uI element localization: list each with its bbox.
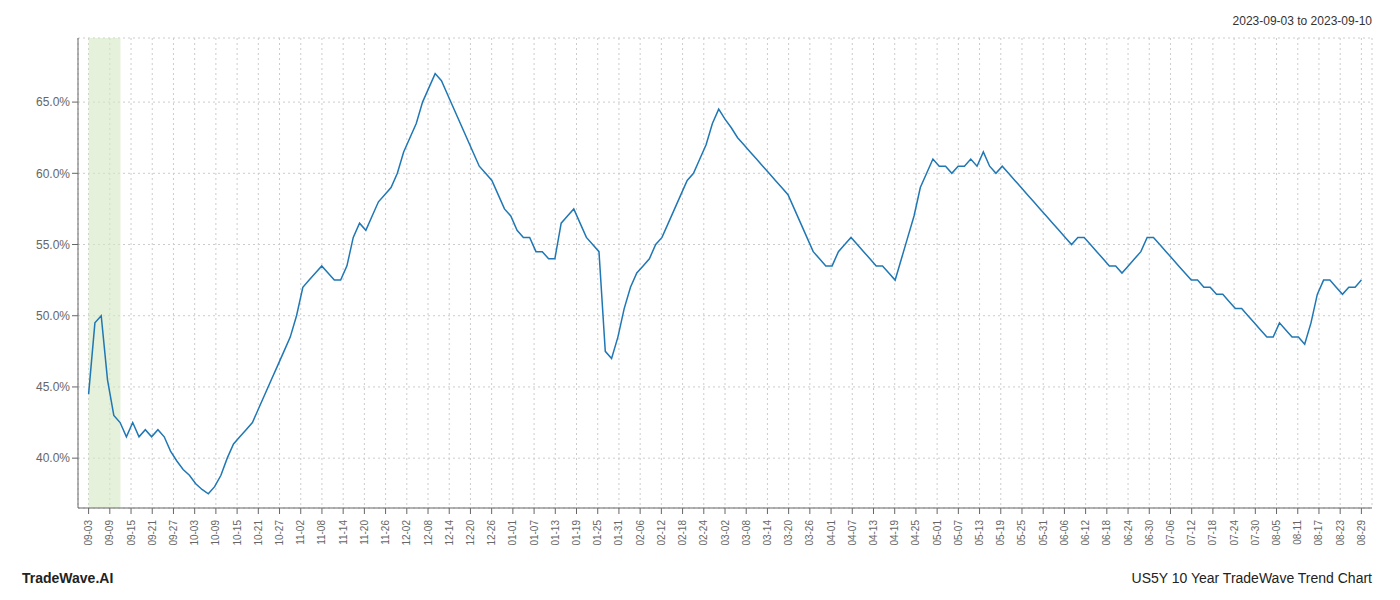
svg-text:07-18: 07-18 — [1207, 520, 1218, 546]
svg-text:04-01: 04-01 — [826, 520, 837, 546]
svg-text:11-02: 11-02 — [295, 520, 306, 545]
svg-text:12-08: 12-08 — [423, 520, 434, 546]
svg-text:08-11: 08-11 — [1292, 520, 1303, 545]
svg-text:06-18: 06-18 — [1101, 520, 1112, 546]
svg-text:05-13: 05-13 — [974, 520, 985, 546]
svg-text:04-07: 04-07 — [847, 520, 858, 546]
svg-text:03-02: 03-02 — [720, 520, 731, 546]
svg-text:07-06: 07-06 — [1165, 520, 1176, 546]
svg-text:05-31: 05-31 — [1038, 520, 1049, 546]
svg-text:40.0%: 40.0% — [36, 451, 70, 465]
svg-text:09-03: 09-03 — [83, 520, 94, 546]
svg-text:10-15: 10-15 — [232, 520, 243, 546]
svg-text:01-07: 01-07 — [529, 520, 540, 546]
svg-text:06-06: 06-06 — [1059, 520, 1070, 546]
svg-text:01-31: 01-31 — [613, 520, 624, 546]
svg-text:05-07: 05-07 — [953, 520, 964, 546]
svg-text:04-25: 04-25 — [910, 520, 921, 546]
svg-text:08-17: 08-17 — [1313, 520, 1324, 546]
svg-text:04-19: 04-19 — [889, 520, 900, 546]
svg-text:10-03: 10-03 — [189, 520, 200, 546]
svg-text:12-14: 12-14 — [444, 520, 455, 546]
svg-text:02-12: 02-12 — [656, 520, 667, 546]
svg-text:08-05: 08-05 — [1271, 520, 1282, 546]
svg-text:03-20: 03-20 — [783, 520, 794, 546]
svg-text:12-26: 12-26 — [486, 520, 497, 546]
svg-text:60.0%: 60.0% — [36, 167, 70, 181]
svg-text:09-09: 09-09 — [104, 520, 115, 546]
svg-text:55.0%: 55.0% — [36, 238, 70, 252]
svg-text:02-24: 02-24 — [698, 520, 709, 546]
svg-text:12-20: 12-20 — [465, 520, 476, 546]
svg-text:10-09: 10-09 — [210, 520, 221, 546]
svg-text:01-19: 01-19 — [571, 520, 582, 546]
svg-text:09-15: 09-15 — [126, 520, 137, 546]
svg-text:65.0%: 65.0% — [36, 95, 70, 109]
svg-text:11-08: 11-08 — [316, 520, 327, 545]
svg-text:10-21: 10-21 — [253, 520, 264, 546]
svg-text:07-12: 07-12 — [1186, 520, 1197, 546]
html-text:US5Y 10 Year TradeWave Trend C: US5Y 10 Year TradeWave Trend Chart — [1131, 570, 1372, 586]
svg-text:05-01: 05-01 — [932, 520, 943, 546]
svg-text:02-06: 02-06 — [635, 520, 646, 546]
html-text:2023-09-03 to 2023-09-10: 2023-09-03 to 2023-09-10 — [1232, 14, 1372, 28]
svg-text:01-25: 01-25 — [592, 520, 603, 546]
svg-text:45.0%: 45.0% — [36, 380, 70, 394]
svg-text:06-30: 06-30 — [1144, 520, 1155, 546]
svg-text:06-12: 06-12 — [1080, 520, 1091, 546]
svg-text:04-13: 04-13 — [868, 520, 879, 546]
svg-text:11-20: 11-20 — [359, 520, 370, 545]
svg-text:03-26: 03-26 — [804, 520, 815, 546]
svg-text:02-18: 02-18 — [677, 520, 688, 546]
html-text:TradeWave.AI: TradeWave.AI — [22, 570, 114, 586]
svg-text:03-08: 03-08 — [741, 520, 752, 546]
svg-text:08-29: 08-29 — [1356, 520, 1367, 546]
svg-text:11-14: 11-14 — [338, 520, 349, 545]
svg-text:01-13: 01-13 — [550, 520, 561, 546]
svg-text:05-25: 05-25 — [1016, 520, 1027, 546]
svg-text:08-23: 08-23 — [1335, 520, 1346, 546]
svg-text:09-21: 09-21 — [147, 520, 158, 546]
svg-text:06-24: 06-24 — [1123, 520, 1134, 546]
svg-text:12-02: 12-02 — [401, 520, 412, 546]
svg-text:05-19: 05-19 — [995, 520, 1006, 546]
svg-text:11-26: 11-26 — [380, 520, 391, 545]
svg-text:03-14: 03-14 — [762, 520, 773, 546]
svg-text:09-27: 09-27 — [168, 520, 179, 546]
svg-text:07-30: 07-30 — [1250, 520, 1261, 546]
svg-text:01-01: 01-01 — [507, 520, 518, 546]
svg-text:50.0%: 50.0% — [36, 309, 70, 323]
svg-text:10-27: 10-27 — [274, 520, 285, 546]
svg-text:07-24: 07-24 — [1229, 520, 1240, 546]
